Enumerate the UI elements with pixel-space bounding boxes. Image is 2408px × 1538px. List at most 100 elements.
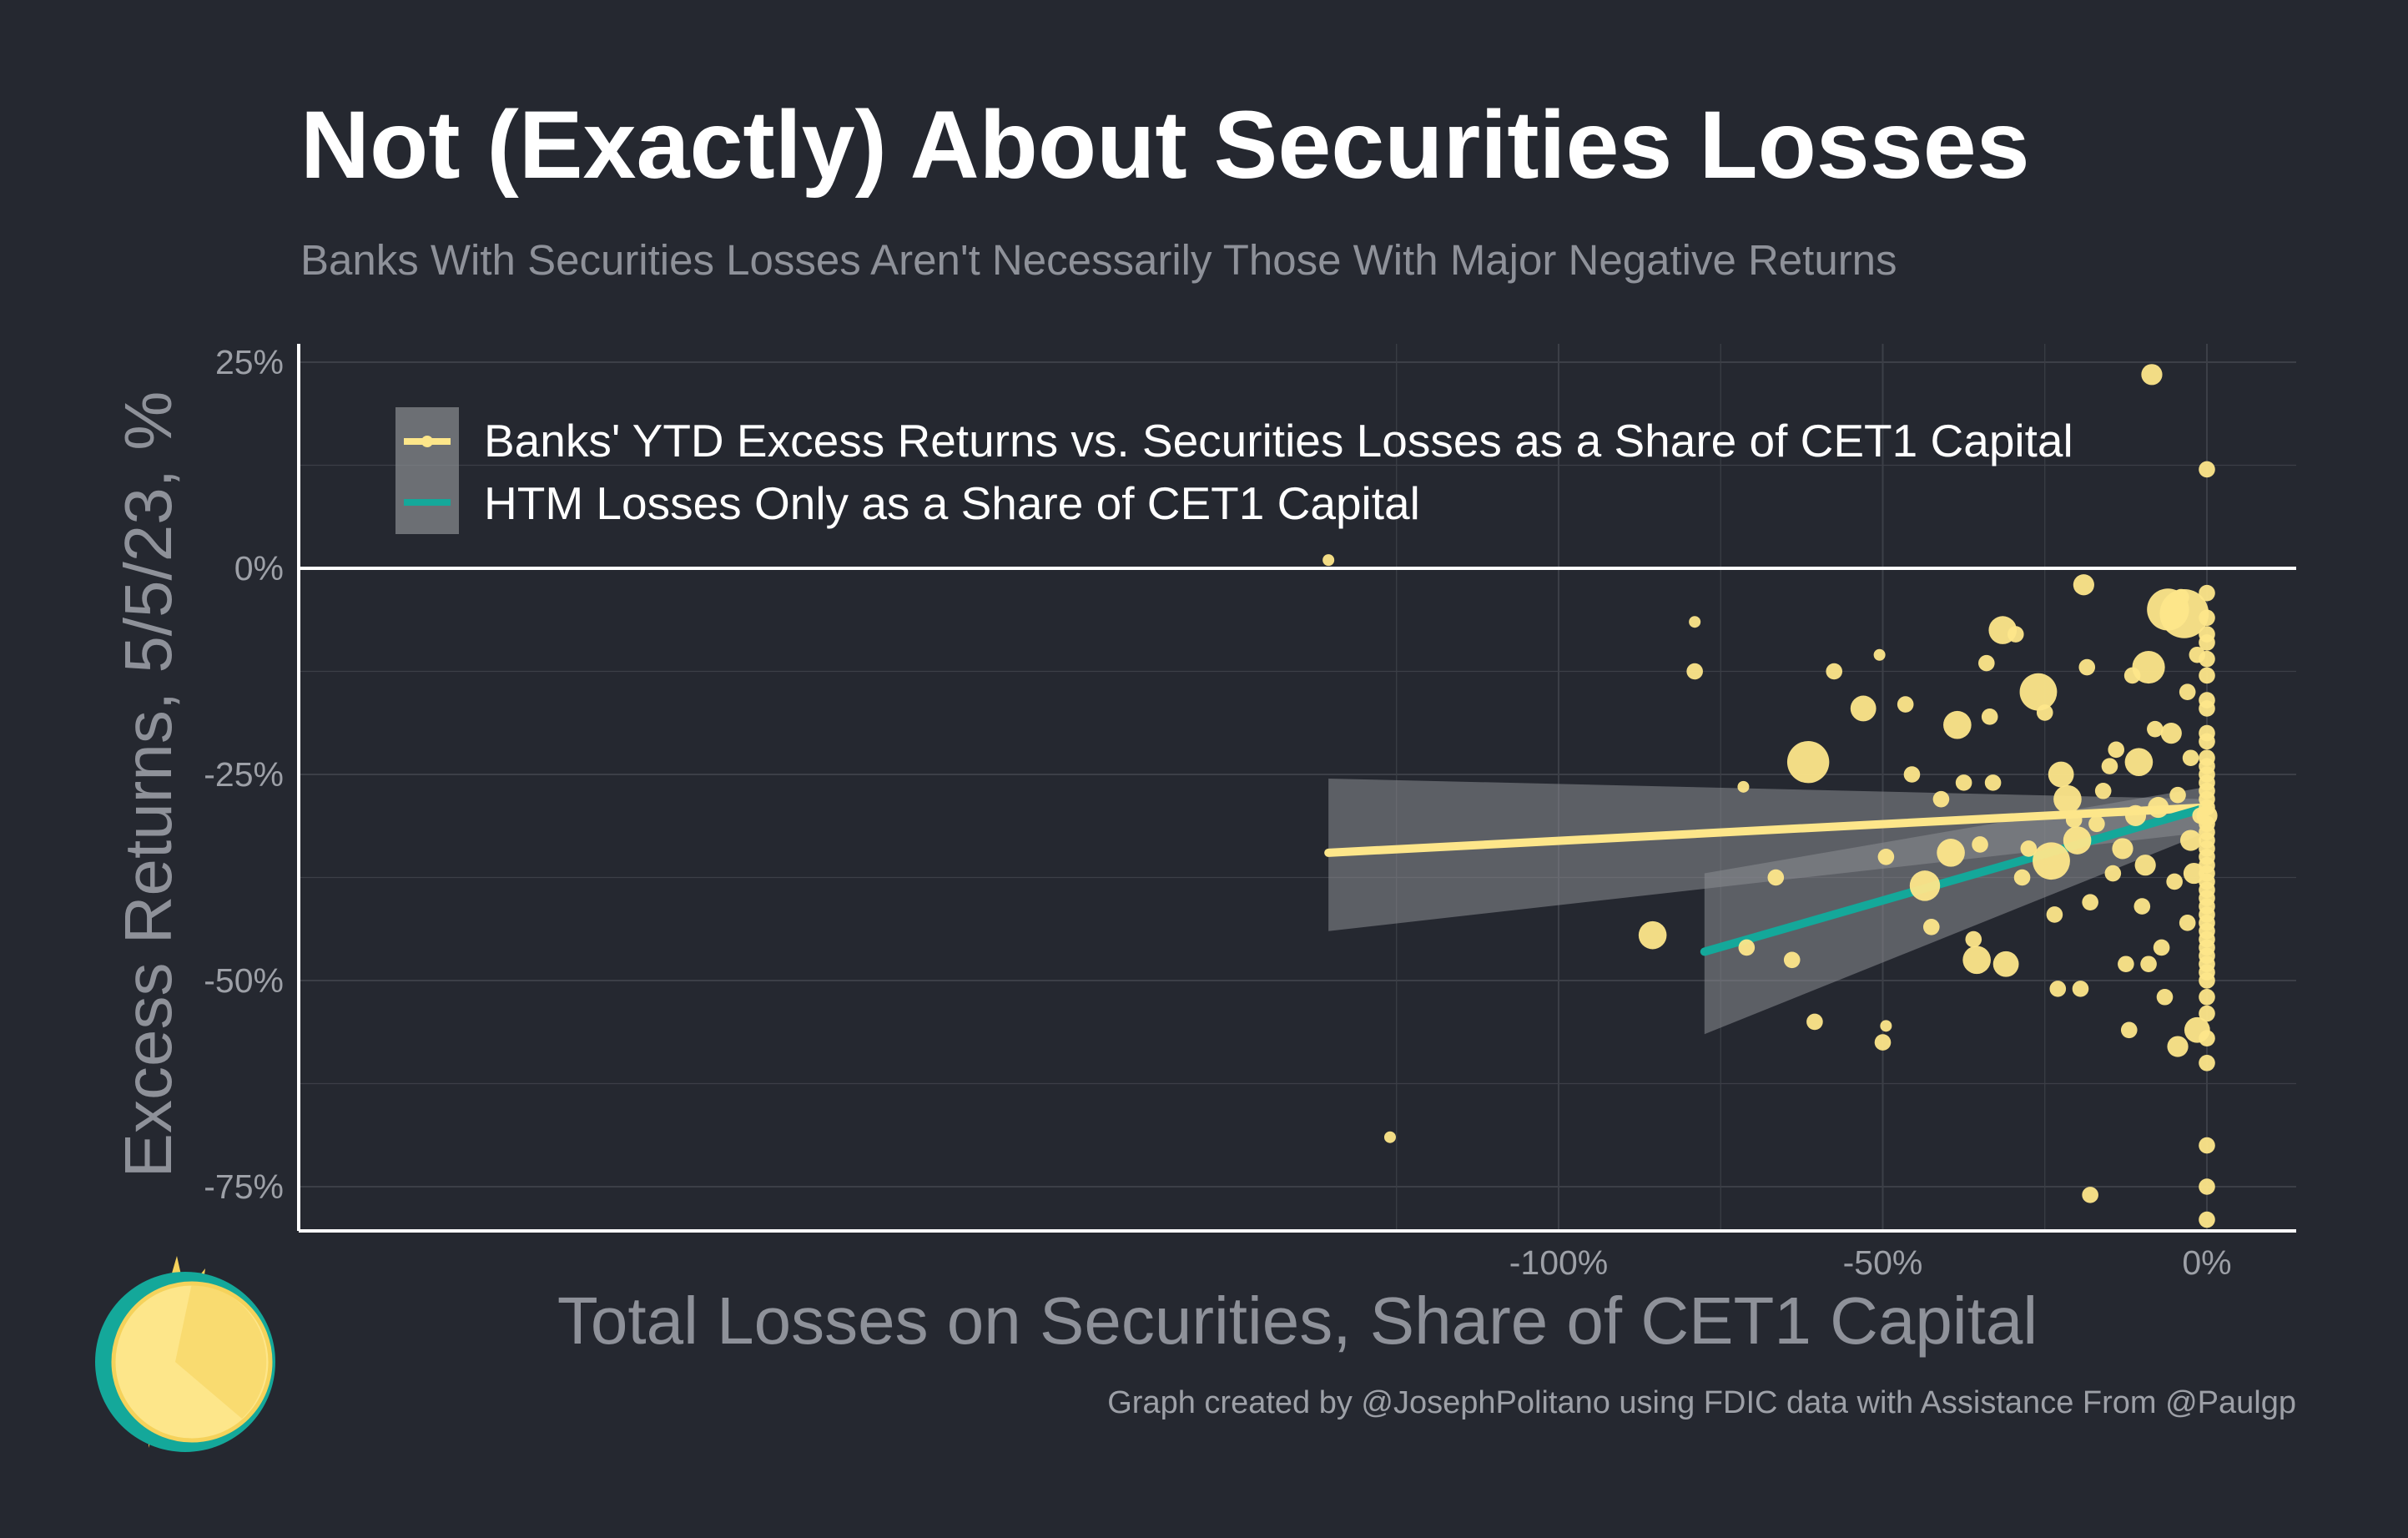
- data-point: [2140, 956, 2157, 973]
- data-point: [2046, 906, 2063, 923]
- data-point: [1992, 951, 2019, 977]
- y-axis-title: Excess Returns, 5/5/23, %: [111, 391, 185, 1178]
- data-point: [2199, 988, 2215, 1006]
- data-point: [1783, 951, 1801, 969]
- data-point: [2007, 626, 2024, 643]
- data-point: [1767, 869, 1785, 886]
- data-point: [2073, 574, 2094, 596]
- legend: Banks' YTD Excess Returns vs. Securities…: [395, 407, 2073, 534]
- data-point: [2088, 815, 2105, 833]
- data-point: [2036, 704, 2053, 721]
- data-point: [2199, 1005, 2215, 1022]
- tick-labels: 25% 0% -25% -50% -75% -100% -50% 0%: [204, 343, 2231, 1282]
- data-point: [2199, 1030, 2215, 1046]
- data-point: [2199, 584, 2215, 602]
- y-tick-label: 25%: [215, 343, 284, 381]
- data-point: [1909, 870, 1941, 901]
- data-point: [2141, 364, 2163, 386]
- sun-shade: [175, 1283, 267, 1419]
- legend-label-htm: HTM Losses Only as a Share of CET1 Capit…: [484, 477, 1420, 529]
- data-point: [2082, 894, 2098, 910]
- data-point: [1897, 696, 1914, 713]
- data-point: [1937, 839, 1965, 867]
- data-point: [2199, 824, 2215, 840]
- data-point: [2199, 915, 2215, 931]
- data-point: [1984, 774, 2002, 791]
- data-point: [1873, 648, 1886, 661]
- source-caption: Graph created by @JosephPolitano using F…: [1107, 1385, 2296, 1420]
- data-point: [1943, 710, 1972, 739]
- data-point: [2134, 855, 2156, 876]
- data-point: [2199, 840, 2215, 857]
- chart-subtitle: Banks With Securities Losses Aren't Nece…: [300, 236, 1897, 284]
- data-point: [1737, 780, 1750, 793]
- data-point: [1955, 774, 1972, 791]
- data-point: [2156, 988, 2174, 1006]
- data-point: [1981, 708, 1998, 725]
- data-point: [2078, 658, 2096, 676]
- data-point: [2183, 862, 2205, 885]
- legend-key-background: [395, 407, 459, 534]
- data-point: [2179, 915, 2196, 931]
- data-point: [2160, 723, 2182, 744]
- x-tick-label: -100%: [1509, 1243, 1609, 1282]
- data-point: [1686, 663, 1703, 680]
- data-point: [2048, 761, 2074, 788]
- data-point: [1903, 766, 1921, 783]
- data-point: [2104, 865, 2122, 882]
- data-point: [1689, 616, 1701, 628]
- data-point: [2053, 784, 2082, 814]
- data-point: [1786, 740, 1830, 784]
- data-point: [1962, 945, 1991, 975]
- data-point: [2199, 972, 2215, 989]
- data-point: [2199, 890, 2215, 906]
- sun-logo: [95, 1256, 275, 1452]
- y-tick-label: 0%: [234, 549, 284, 587]
- data-point: [1978, 654, 1995, 672]
- data-point: [2199, 956, 2215, 973]
- trend-lines: [1324, 803, 2211, 956]
- data-point: [2094, 782, 2112, 799]
- data-point: [2013, 869, 2031, 886]
- data-point: [2049, 981, 2067, 997]
- data-points: [1322, 364, 2218, 1228]
- data-point: [2019, 673, 2058, 711]
- data-point: [2182, 749, 2199, 767]
- y-tick-label: -25%: [204, 755, 284, 794]
- data-point: [1806, 1013, 1823, 1031]
- x-axis-title: Total Losses on Securities, Share of CET…: [557, 1283, 2038, 1358]
- data-point: [1322, 554, 1335, 567]
- axes: [297, 344, 2296, 1233]
- chart-title: Not (Exactly) About Securities Losses: [300, 92, 2030, 199]
- data-point: [2063, 826, 2092, 855]
- trend-line-all-securities: [1324, 803, 2211, 857]
- data-point: [2199, 1178, 2215, 1195]
- data-point: [2072, 981, 2089, 997]
- data-point: [2199, 1211, 2215, 1228]
- x-tick-label: 0%: [2182, 1243, 2231, 1282]
- data-point: [2199, 650, 2215, 668]
- legend-label-all-securities: Banks' YTD Excess Returns vs. Securities…: [484, 415, 2073, 466]
- data-point: [2118, 956, 2134, 973]
- data-point: [2199, 700, 2215, 717]
- data-point: [2199, 1055, 2215, 1072]
- data-point: [2199, 609, 2215, 627]
- data-point: [2159, 588, 2209, 638]
- data-point: [1874, 1034, 1892, 1051]
- data-point: [1826, 663, 1843, 680]
- data-point: [2033, 842, 2070, 880]
- data-point: [1738, 939, 1756, 956]
- data-point: [2101, 758, 2118, 774]
- y-tick-label: -75%: [204, 1167, 284, 1206]
- data-point: [2133, 898, 2151, 915]
- data-point: [1972, 836, 1988, 853]
- data-point: [2124, 804, 2147, 827]
- data-point: [2147, 720, 2164, 738]
- data-point: [2124, 748, 2154, 776]
- data-point: [1638, 920, 1667, 950]
- data-point: [2082, 1187, 2098, 1203]
- data-point: [2199, 758, 2215, 774]
- data-point: [2199, 667, 2215, 684]
- data-point: [1850, 695, 1877, 722]
